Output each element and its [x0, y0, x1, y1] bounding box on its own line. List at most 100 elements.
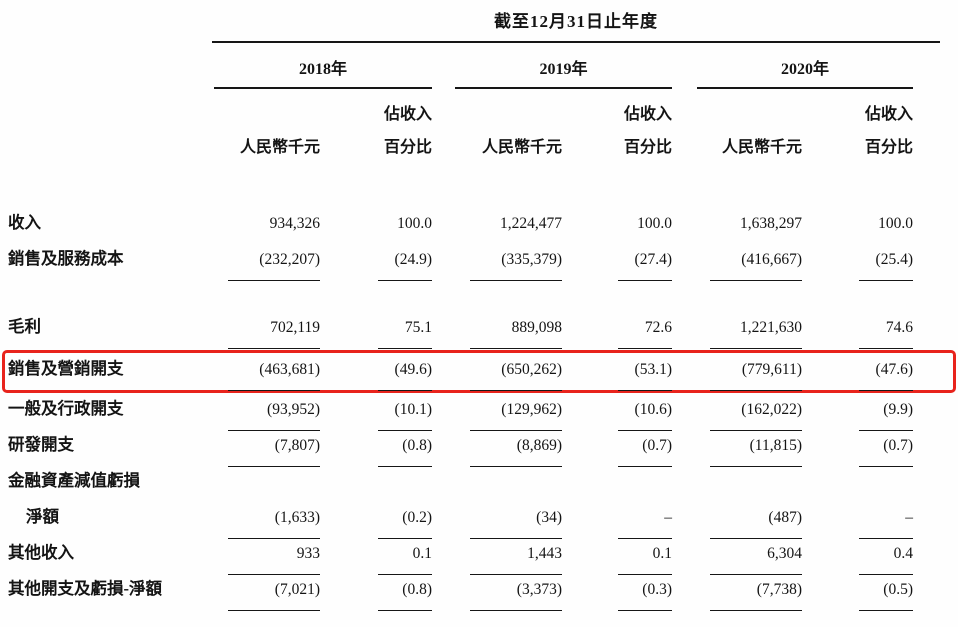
- amount-cell: (11,815): [672, 437, 802, 467]
- percent-cell: (27.4): [562, 251, 672, 281]
- subheader-row-top: 佔收入 佔收入 佔收入: [0, 104, 958, 126]
- pct-header-top: 佔收入: [864, 106, 913, 123]
- amount-cell: (7,807): [212, 437, 320, 467]
- table-row: 銷售及服務成本 (232,207) (24.9) (335,379) (27.4) (41…: [0, 245, 958, 281]
- amount-cell: (7,021): [212, 581, 320, 611]
- amount-cell: (3,373): [432, 581, 562, 611]
- row-label: 一般及行政開支: [8, 399, 124, 418]
- year-label: 2018年: [214, 55, 432, 89]
- percent-cell: 72.6: [562, 319, 672, 349]
- percent-cell: (53.1): [562, 361, 672, 391]
- year-label: 2019年: [455, 55, 672, 89]
- subheader-row-bottom: 人民幣千元 百分比 人民幣千元 百分比 人民幣千元 百分比: [0, 137, 958, 159]
- row-label: 其他開支及虧損-淨額: [8, 579, 162, 598]
- amount-cell: (93,952): [212, 401, 320, 431]
- pct-header-bottom: 百分比: [623, 139, 672, 156]
- amount-cell: 1,443: [432, 545, 562, 575]
- pct-header-top: 佔收入: [383, 106, 432, 123]
- spacer-cell: [913, 419, 958, 431]
- percent-cell: (49.6): [320, 361, 432, 391]
- amount-cell: 6,304: [672, 545, 802, 575]
- amount-unit-header: 人民幣千元: [239, 139, 320, 156]
- percent-cell: (0.8): [320, 581, 432, 611]
- percent-cell: (9.9): [802, 401, 913, 431]
- spacer-cell: [913, 337, 958, 349]
- percent-cell: 0.1: [562, 545, 672, 575]
- row-label: 其他收入: [8, 543, 74, 562]
- table-row: 研發開支 (7,807) (0.8) (8,869) (0.7) (11,815) (0.7…: [0, 431, 958, 467]
- row-label: 收入: [8, 213, 41, 232]
- table-row: 金融資產減值虧損: [0, 467, 958, 503]
- amount-cell: (335,379): [432, 251, 562, 281]
- percent-cell: 0.4: [802, 545, 913, 575]
- spacer-cell: [913, 563, 958, 575]
- amount-cell: (7,738): [672, 581, 802, 611]
- amount-cell: [432, 491, 562, 503]
- amount-cell: (416,667): [672, 251, 802, 281]
- pct-header-top: 佔收入: [623, 106, 672, 123]
- percent-cell: 75.1: [320, 319, 432, 349]
- percent-cell: 100.0: [637, 215, 672, 232]
- amount-cell: 1,221,630: [672, 319, 802, 349]
- row-label: 銷售及營銷開支: [8, 359, 124, 378]
- amount-cell: 934,326: [269, 215, 320, 232]
- percent-cell: –: [562, 509, 672, 539]
- percent-cell: (0.5): [802, 581, 913, 611]
- spacer-cell: [913, 491, 958, 503]
- percent-cell: 74.6: [802, 319, 913, 349]
- percent-cell: [802, 491, 913, 503]
- percent-cell: –: [802, 509, 913, 539]
- table-row: 其他開支及虧損-淨額 (7,021) (0.8) (3,373) (0.3) (7,738…: [0, 575, 958, 611]
- pct-header-bottom: 百分比: [864, 139, 913, 156]
- percent-cell: (0.7): [802, 437, 913, 467]
- amount-cell: 1,224,477: [500, 215, 562, 232]
- row-label: 銷售及服務成本: [8, 249, 124, 268]
- amount-cell: (463,681): [212, 361, 320, 391]
- amount-cell: (129,962): [432, 401, 562, 431]
- table-row-highlighted: 銷售及營銷開支 (463,681) (49.6) (650,262) (53.1) (77…: [0, 350, 958, 393]
- year-header-2019: 2019年: [432, 55, 672, 89]
- table-row: 其他收入 933 0.1 1,443 0.1 6,304 0.4: [0, 539, 958, 575]
- spacer-cell: [913, 527, 958, 539]
- table-row: 淨額 (1,633) (0.2) (34) – (487) –: [0, 503, 958, 539]
- amount-cell: (232,207): [212, 251, 320, 281]
- percent-cell: [320, 491, 432, 503]
- table-row: 毛利 702,119 75.1 889,098 72.6 1,221,630 74.6: [0, 313, 958, 349]
- spacer-cell: [913, 379, 958, 391]
- table-title: 截至12月31日止年度: [494, 12, 658, 31]
- amount-unit-header: 人民幣千元: [721, 139, 802, 156]
- percent-cell: (25.4): [802, 251, 913, 281]
- percent-cell: 100.0: [878, 215, 913, 232]
- percent-cell: (47.6): [802, 361, 913, 391]
- year-header-2020: 2020年: [672, 55, 913, 89]
- amount-cell: (8,869): [432, 437, 562, 467]
- spacer-cell: [913, 269, 958, 281]
- row-label: 淨額: [26, 507, 59, 526]
- amount-unit-header: 人民幣千元: [481, 139, 562, 156]
- amount-cell: 889,098: [432, 319, 562, 349]
- row-label: 毛利: [8, 317, 41, 336]
- percent-cell: (0.3): [562, 581, 672, 611]
- table-row: 收入 934,326 100.0 1,224,477 100.0 1,638,297 100…: [0, 209, 958, 245]
- amount-cell: [672, 491, 802, 503]
- year-header-2018: 2018年: [212, 55, 432, 89]
- amount-cell: (487): [672, 509, 802, 539]
- row-label: 金融資產減值虧損: [8, 471, 140, 490]
- percent-cell: (0.8): [320, 437, 432, 467]
- spacer-cell: [913, 233, 958, 245]
- amount-cell: (650,262): [432, 361, 562, 391]
- amount-cell: (1,633): [212, 509, 320, 539]
- percent-cell: [562, 491, 672, 503]
- percent-cell: (10.6): [562, 401, 672, 431]
- year-header-row: 2018年 2019年 2020年: [0, 55, 958, 89]
- percent-cell: (0.2): [320, 509, 432, 539]
- percent-cell: 100.0: [397, 215, 432, 232]
- amount-cell: (34): [432, 509, 562, 539]
- pct-header-bottom: 百分比: [383, 139, 432, 156]
- amount-cell: 1,638,297: [740, 215, 802, 232]
- percent-cell: (24.9): [320, 251, 432, 281]
- amount-cell: 933: [212, 545, 320, 575]
- percent-cell: (10.1): [320, 401, 432, 431]
- percent-cell: (0.7): [562, 437, 672, 467]
